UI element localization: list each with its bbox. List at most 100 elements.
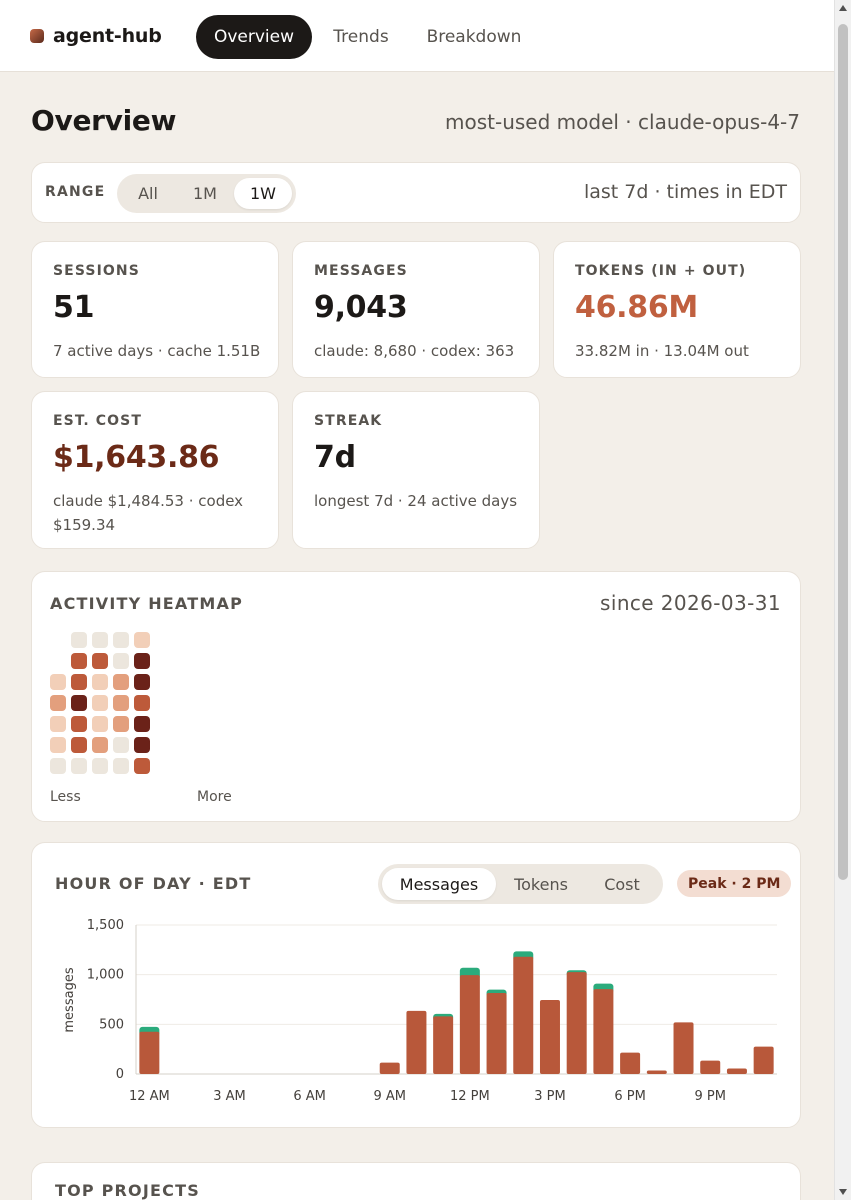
- heatmap-legend-less: Less: [50, 789, 81, 805]
- heatmap-cell[interactable]: [113, 716, 129, 732]
- heatmap-cell[interactable]: [50, 695, 66, 711]
- stat-label: SESSIONS: [53, 263, 140, 279]
- bar-segment-series-1: [406, 1010, 427, 1074]
- bar-segment-series-1: [700, 1060, 721, 1074]
- heatmap-cell[interactable]: [113, 758, 129, 774]
- stat-label: TOKENS (IN + OUT): [575, 263, 747, 279]
- heatmap-title: ACTIVITY HEATMAP: [50, 594, 244, 613]
- heatmap-legend-more: More: [197, 789, 232, 805]
- activity-heatmap-card: ACTIVITY HEATMAP since 2026-03-31 Less M…: [31, 571, 801, 822]
- brand[interactable]: agent-hub: [30, 24, 162, 48]
- heatmap-since: since 2026-03-31: [600, 591, 781, 615]
- hour-of-day-card: HOUR OF DAY · EDT Messages Tokens Cost P…: [31, 842, 801, 1128]
- y-tick-label: 0: [116, 1067, 124, 1082]
- heatmap-cell[interactable]: [134, 653, 150, 669]
- bar-segment-series-1: [726, 1068, 747, 1074]
- x-tick-label: 12 PM: [450, 1089, 490, 1104]
- y-tick-label: 500: [99, 1017, 124, 1032]
- heatmap-cell[interactable]: [113, 653, 129, 669]
- bar-segment-series-1: [139, 1031, 160, 1074]
- stat-value: 51: [53, 290, 95, 325]
- bar-segment-series-1: [513, 956, 534, 1074]
- heatmap-cell[interactable]: [92, 632, 108, 648]
- heatmap-cell[interactable]: [71, 653, 87, 669]
- stat-value: $1,643.86: [53, 440, 220, 475]
- bar-segment-series-1: [486, 993, 507, 1074]
- heatmap-cell[interactable]: [113, 737, 129, 753]
- heatmap-cell[interactable]: [92, 653, 108, 669]
- top-projects-card: TOP PROJECTS: [31, 1162, 801, 1200]
- heatmap-cell[interactable]: [134, 695, 150, 711]
- y-tick-label: 1,000: [87, 968, 124, 983]
- x-tick-label: 6 AM: [293, 1089, 326, 1104]
- scroll-down-arrow-icon[interactable]: [839, 1189, 847, 1195]
- range-option-1m[interactable]: 1M: [193, 184, 217, 203]
- range-option-all[interactable]: All: [138, 184, 158, 203]
- chart-title: HOUR OF DAY · EDT: [55, 874, 252, 893]
- y-tick-label: 1,500: [87, 918, 124, 933]
- range-option-1w[interactable]: 1W: [234, 178, 292, 209]
- tab-overview[interactable]: Overview: [196, 15, 312, 59]
- heatmap-cell[interactable]: [92, 695, 108, 711]
- hour-of-day-chart: 0 500 1,000 1,500 messages 12 AM 3 AM 6 AM 9 AM 1…: [62, 918, 777, 1104]
- page-title: Overview: [31, 104, 177, 137]
- heatmap-cell[interactable]: [50, 737, 66, 753]
- stat-value: 46.86M: [575, 290, 698, 325]
- heatmap-cell[interactable]: [134, 716, 150, 732]
- heatmap-cell[interactable]: [50, 716, 66, 732]
- x-tick-label: 3 PM: [534, 1089, 565, 1104]
- top-nav: agent-hub Overview Trends Breakdown: [0, 0, 834, 72]
- heatmap-cell[interactable]: [92, 674, 108, 690]
- heatmap-cell[interactable]: [113, 695, 129, 711]
- metric-option-messages[interactable]: Messages: [382, 868, 496, 900]
- heatmap-cell[interactable]: [71, 758, 87, 774]
- bar-segment-series-1: [620, 1052, 641, 1074]
- heatmap-cell[interactable]: [92, 716, 108, 732]
- tokens-card: TOKENS (IN + OUT) 46.86M 33.82M in · 13.…: [553, 241, 801, 378]
- stat-label: STREAK: [314, 413, 383, 429]
- tab-trends[interactable]: Trends: [333, 27, 389, 47]
- heatmap-cell[interactable]: [134, 758, 150, 774]
- heatmap-cell[interactable]: [50, 674, 66, 690]
- stat-subtext: claude $1,484.53 · codex $159.34: [53, 492, 244, 534]
- scroll-up-arrow-icon[interactable]: [839, 5, 847, 11]
- metric-segmented-control: Messages Tokens Cost: [378, 864, 663, 904]
- bar-segment-series-1: [433, 1016, 454, 1074]
- bar-segment-series-1: [566, 972, 587, 1074]
- brand-name: agent-hub: [53, 25, 162, 47]
- top-projects-title: TOP PROJECTS: [55, 1181, 200, 1200]
- heatmap-cell[interactable]: [71, 674, 87, 690]
- heatmap-cell[interactable]: [92, 737, 108, 753]
- heatmap-cell[interactable]: [50, 758, 66, 774]
- heatmap-cell[interactable]: [71, 695, 87, 711]
- heatmap-cell[interactable]: [71, 737, 87, 753]
- metric-option-tokens[interactable]: Tokens: [514, 874, 568, 894]
- stat-value: 9,043: [314, 290, 408, 325]
- stat-subtext: 33.82M in · 13.04M out: [575, 342, 749, 360]
- brand-logo-icon: [30, 29, 44, 43]
- stat-subtext: longest 7d · 24 active days: [314, 492, 518, 510]
- heatmap-cell[interactable]: [92, 758, 108, 774]
- heatmap-cell[interactable]: [134, 737, 150, 753]
- heatmap-cell[interactable]: [134, 632, 150, 648]
- streak-card: STREAK 7d longest 7d · 24 active days: [292, 391, 540, 549]
- x-tick-label: 6 PM: [614, 1089, 645, 1104]
- range-segmented-control: All 1M 1W: [117, 174, 296, 213]
- heatmap-cell[interactable]: [71, 716, 87, 732]
- sessions-card: SESSIONS 51 7 active days · cache 1.51B: [31, 241, 279, 378]
- heatmap-cell[interactable]: [113, 632, 129, 648]
- y-axis-label: messages: [62, 967, 77, 1032]
- heatmap-cell[interactable]: [113, 674, 129, 690]
- stat-subtext: 7 active days · cache 1.51B: [53, 342, 261, 360]
- scrollbar[interactable]: [834, 0, 851, 1200]
- heatmap-cell[interactable]: [134, 674, 150, 690]
- x-tick-label: 12 AM: [129, 1089, 170, 1104]
- stat-subtext: claude: 8,680 · codex: 363: [314, 342, 515, 360]
- metric-option-cost[interactable]: Cost: [604, 874, 640, 894]
- tab-breakdown[interactable]: Breakdown: [426, 27, 522, 47]
- stat-label: EST. COST: [53, 413, 142, 429]
- messages-card: MESSAGES 9,043 claude: 8,680 · codex: 36…: [292, 241, 540, 378]
- scrollbar-thumb[interactable]: [838, 24, 848, 880]
- bar-segment-series-1: [646, 1070, 667, 1074]
- heatmap-cell[interactable]: [71, 632, 87, 648]
